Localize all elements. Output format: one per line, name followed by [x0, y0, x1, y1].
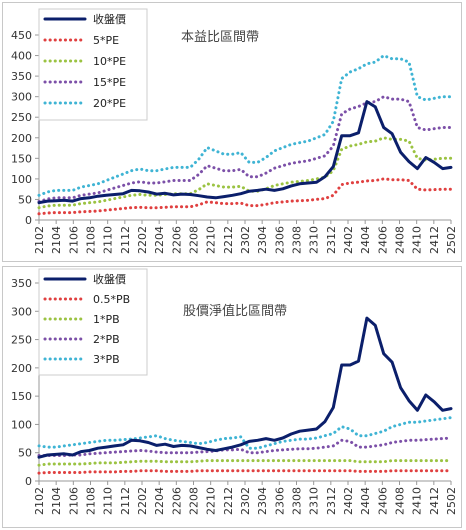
pe-x-tick-label: 2102	[33, 226, 46, 254]
pb-x-tick-label: 2106	[67, 487, 80, 515]
pb-x-tick-label: 2308	[291, 487, 304, 515]
pb-legend-box	[38, 268, 148, 376]
pb-x-tick-label: 2410	[411, 487, 424, 515]
pe-chart-title: 本益比區間帶	[181, 30, 259, 45]
pe-x-tick-label: 2104	[50, 226, 63, 254]
pe-y-tick-label: 250	[11, 111, 32, 124]
pb-x-tick-label: 2310	[308, 487, 321, 515]
pe-y-tick-label: 350	[11, 70, 32, 83]
pb-series-line-2	[37, 459, 453, 467]
pe-y-tick-label: 400	[11, 50, 32, 63]
pb-x-tick-label: 2306	[273, 487, 286, 515]
pe-legend-label: 20*PE	[93, 97, 126, 110]
pe-y-tick-label: 50	[18, 193, 32, 206]
pe-series-line-3	[37, 95, 453, 203]
pe-x-tick-label: 2308	[291, 226, 304, 254]
pe-x-tick-label: 2406	[376, 226, 389, 254]
pb-x-tick-label: 2206	[170, 487, 183, 515]
pb-legend-label: 0.5*PB	[93, 293, 130, 306]
pb-x-tick-label: 2302	[239, 487, 252, 515]
pe-y-tick-label: 0	[25, 214, 32, 227]
pb-x-tick-label: 2104	[50, 487, 63, 515]
pe-band-chart: 本益比區間帶 0 50 100 150 200 250 300 350 400 450 2102 21…	[11, 8, 458, 254]
pb-band-chart-panel: 股價淨值比區間帶 0 50 100 150 200 250 300 350 2102 2104 21…	[2, 266, 462, 528]
pb-chart-title: 股價淨值比區間帶	[183, 303, 287, 319]
pb-y-tick-label: 200	[11, 362, 32, 375]
pb-x-tick-label: 2202	[136, 487, 149, 515]
pb-series-line-0	[37, 316, 453, 459]
pe-x-tick-label: 2204	[153, 226, 166, 254]
pe-legend-label: 5*PE	[93, 34, 119, 47]
pb-y-tick-label: 50	[18, 447, 32, 460]
pb-x-tick-label: 2110	[102, 487, 115, 515]
pe-x-tick-label: 2112	[119, 226, 132, 254]
pe-band-chart-panel: 本益比區間帶 0 50 100 150 200 250 300 350 400 450 2102 21…	[2, 2, 462, 262]
pb-y-tick-label: 100	[11, 418, 32, 431]
pb-x-tick-label: 2204	[153, 487, 166, 515]
pe-x-tick-label: 2402	[342, 226, 355, 254]
pb-x-tick-label: 2502	[445, 487, 458, 515]
pe-x-tick-label: 2302	[239, 226, 252, 254]
pb-series-line-1	[37, 469, 453, 475]
pe-x-tick-label: 2304	[256, 226, 269, 254]
pe-x-tick-label: 2206	[170, 226, 183, 254]
pb-legend-label: 2*PB	[93, 333, 120, 346]
pb-x-tick-label: 2210	[205, 487, 218, 515]
pb-y-tick-label: 350	[11, 277, 32, 290]
pe-series-line-1	[37, 177, 453, 216]
pe-x-tick-label: 2410	[411, 226, 424, 254]
pe-x-tick-label: 2108	[85, 226, 98, 254]
pb-legend-label: 收盤價	[93, 272, 126, 286]
pe-legend-box	[38, 8, 148, 121]
pb-x-tick-label: 2212	[222, 487, 235, 515]
pe-y-tick-label: 300	[11, 91, 32, 104]
pe-x-tick-label: 2212	[222, 226, 235, 254]
pe-y-tick-label: 100	[11, 173, 32, 186]
pb-y-tick-label: 300	[11, 305, 32, 318]
pb-legend-label: 3*PB	[93, 353, 120, 366]
pe-legend-label: 15*PE	[93, 76, 126, 89]
pe-legend-label: 收盤價	[93, 12, 126, 26]
pb-x-tick-label: 2208	[188, 487, 201, 515]
pb-x-tick-label: 2102	[33, 487, 46, 515]
pe-x-tick-label: 2106	[67, 226, 80, 254]
pe-x-tick-label: 2404	[359, 226, 372, 254]
pe-series-line-0	[37, 100, 453, 205]
pb-x-tick-label: 2408	[394, 487, 407, 515]
pb-x-tick-label: 2412	[428, 487, 441, 515]
pb-band-chart: 股價淨值比區間帶 0 50 100 150 200 250 300 350 2102 2104 21…	[11, 268, 458, 515]
pe-x-tick-label: 2208	[188, 226, 201, 254]
pe-y-tick-label: 200	[11, 132, 32, 145]
pe-y-tick-label: 450	[11, 29, 32, 42]
pe-x-tick-label: 2312	[325, 226, 338, 254]
pe-x-tick-label: 2310	[308, 226, 321, 254]
pb-x-tick-label: 2112	[119, 487, 132, 515]
pb-legend-label: 1*PB	[93, 313, 120, 326]
pe-y-tick-label: 150	[11, 152, 32, 165]
pb-x-tick-label: 2406	[376, 487, 389, 515]
pb-y-tick-label: 150	[11, 390, 32, 403]
pe-x-tick-label: 2306	[273, 226, 286, 254]
pe-x-tick-label: 2408	[394, 226, 407, 254]
pe-series-line-4	[37, 54, 453, 197]
pe-x-tick-label: 2110	[102, 226, 115, 254]
pe-x-tick-label: 2502	[445, 226, 458, 254]
pb-x-tick-label: 2402	[342, 487, 355, 515]
pe-x-tick-label: 2412	[428, 226, 441, 254]
pb-x-tick-label: 2312	[325, 487, 338, 515]
pb-y-tick-label: 250	[11, 334, 32, 347]
pe-x-tick-label: 2210	[205, 226, 218, 254]
pe-x-tick-label: 2202	[136, 226, 149, 254]
pb-x-tick-label: 2108	[85, 487, 98, 515]
pb-x-tick-label: 2304	[256, 487, 269, 515]
pb-y-tick-label: 0	[25, 475, 32, 488]
pb-x-tick-label: 2404	[359, 487, 372, 515]
pe-legend-label: 10*PE	[93, 55, 126, 68]
